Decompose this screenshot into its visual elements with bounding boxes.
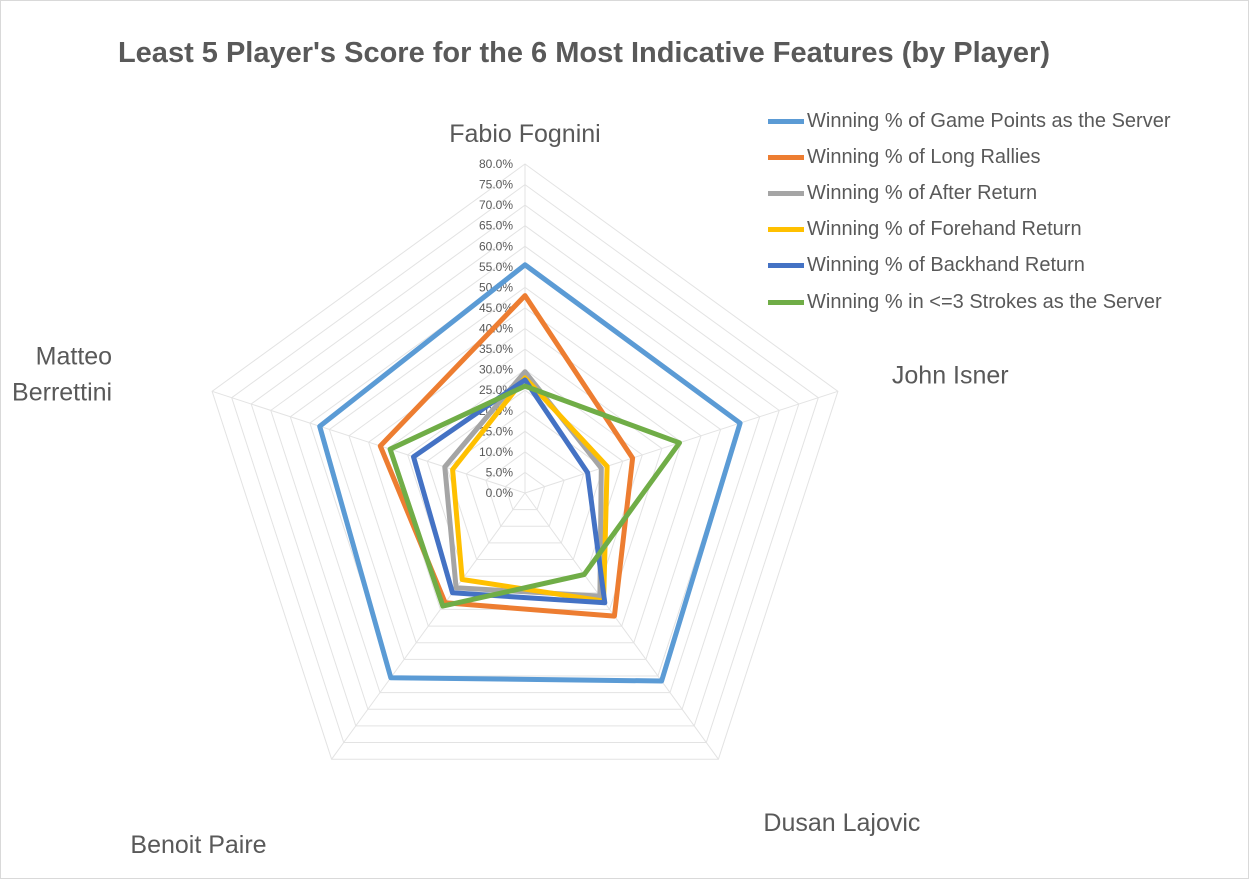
series-line [411, 377, 608, 606]
legend-label: Winning % of Long Rallies [807, 145, 1041, 168]
axis-spoke [331, 492, 526, 760]
tick-label: 55.0% [479, 260, 513, 274]
gridline-ring [231, 183, 819, 743]
legend-item: Winning % of Game Points as the Server [768, 103, 1171, 139]
legend-label: Winning % of Game Points as the Server [807, 109, 1171, 132]
gridline-ring [368, 327, 682, 627]
legend-swatch [768, 154, 804, 160]
legend-swatch [768, 299, 804, 305]
gridline-ring [348, 307, 702, 644]
legend-item: Winning % in <=3 Strokes as the Server [768, 284, 1171, 320]
legend-item: Winning % of After Return [768, 175, 1171, 211]
gridline-ring [270, 225, 780, 710]
tick-label: 60.0% [479, 239, 513, 253]
category-label: John Isner [892, 361, 1009, 389]
legend-swatch [768, 227, 804, 233]
gridline-ring [426, 389, 624, 577]
legend-item: Winning % of Forehand Return [768, 212, 1171, 248]
tick-label: 80.0% [479, 157, 513, 171]
category-label: Benoit Paire [130, 831, 266, 859]
legend-item: Winning % of Long Rallies [768, 139, 1171, 175]
axis-spoke [524, 492, 719, 760]
tick-label: 70.0% [479, 198, 513, 212]
gridline-ring [465, 430, 585, 544]
tick-label: 0.0% [486, 486, 514, 500]
legend-label: Winning % in <=3 Strokes as the Server [807, 290, 1162, 313]
legend-swatch [768, 263, 804, 269]
tick-label: 65.0% [479, 219, 513, 233]
category-label: Matteo Berrettini [12, 342, 112, 406]
gridline-ring [211, 163, 839, 760]
gridline-ring [289, 245, 761, 694]
tick-label: 5.0% [486, 465, 514, 479]
tick-label: 30.0% [479, 363, 513, 377]
tick-label: 10.0% [479, 445, 513, 459]
series-line [450, 375, 610, 604]
category-label: Fabio Fognini [449, 120, 600, 148]
chart-title: Least 5 Player's Score for the 6 Most In… [117, 37, 1051, 69]
tick-label: 75.0% [479, 178, 513, 192]
tick-label: 45.0% [479, 301, 513, 315]
legend-label: Winning % of Forehand Return [807, 218, 1082, 241]
series-line [387, 383, 682, 609]
gridline-ring [250, 204, 800, 727]
legend-label: Winning % of After Return [807, 181, 1038, 204]
gridline-ring [504, 471, 546, 511]
series-line [317, 262, 743, 684]
series-line [377, 293, 636, 619]
gridline-ring [485, 451, 565, 527]
legend-swatch [768, 118, 804, 124]
legend: Winning % of Game Points as the Server Wi… [768, 103, 1171, 320]
legend-label: Winning % of Backhand Return [807, 254, 1085, 277]
legend-item: Winning % of Backhand Return [768, 248, 1171, 284]
legend-swatch [768, 190, 804, 196]
category-label: Dusan Lajovic [763, 809, 920, 837]
tick-label: 35.0% [479, 342, 513, 356]
axis-spoke [211, 390, 526, 494]
gridline-ring [328, 286, 722, 660]
